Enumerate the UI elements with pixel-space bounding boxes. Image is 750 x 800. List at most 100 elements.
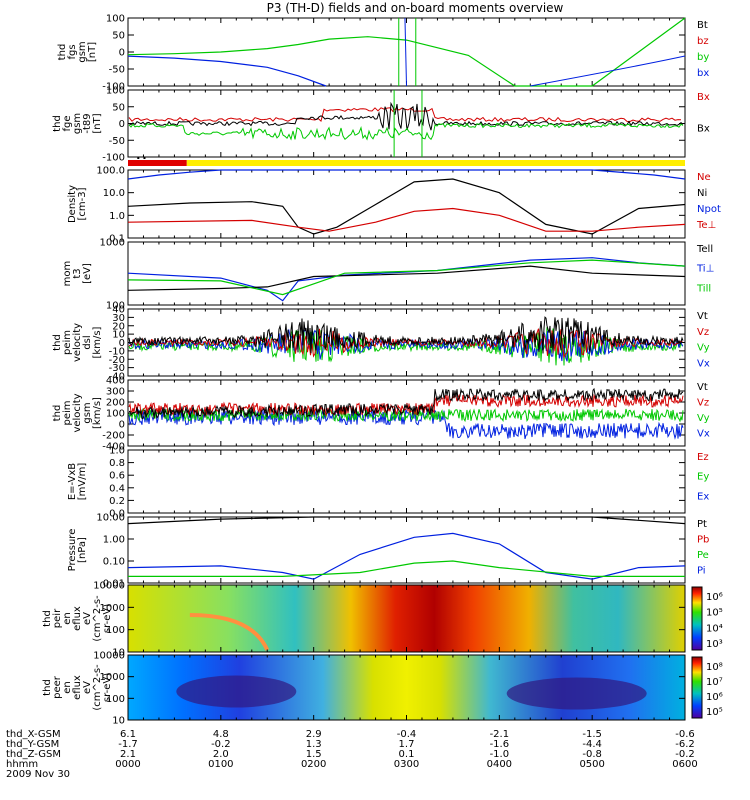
legend-entry: Ti⊥ [696,264,714,275]
footer-value: 0300 [394,759,419,770]
y-axis-label: mom [62,261,73,287]
series-line-by [127,17,686,87]
y-axis-label: [eV] [82,263,93,284]
y-tick-label: 100 [106,14,125,25]
legend-entry: Pe [697,550,709,561]
y-axis-label: eV [82,681,93,694]
mode-bar-segment [186,160,686,166]
spike-line [404,17,407,87]
y-tick-label: 100 [106,301,125,312]
footer-value: 2.1 [120,749,136,760]
legend-entry: Pi [697,566,706,577]
y-axis-label: en [62,681,73,694]
y-tick-label: 30 [112,313,125,324]
panel-frame-3 [127,169,686,239]
y-axis-label: -t89 [82,113,93,133]
y-tick-label: -100 [102,82,125,93]
mode-bar-marker [143,157,146,159]
footer-value: -0.8 [582,749,602,760]
footer-value: -1.5 [582,729,602,740]
y-tick-label: 20 [112,321,125,332]
spectrogram-image [128,585,685,652]
footer-value: -0.6 [675,729,695,740]
footer-row-label: hhmm [6,759,38,770]
legend-entry: Ni [697,188,707,199]
y-axis-label: thd [57,44,68,61]
y-tick-label: 0 [119,119,125,130]
y-axis-label: en [62,612,73,625]
y-axis-label: peer [52,675,63,699]
legend-entry: Vt [697,382,708,393]
legend-entry: Vy [697,413,710,424]
y-axis-label: thd [42,679,53,696]
y-axis-label: sr-eV) [102,604,113,633]
y-tick-label: 10 [112,330,125,341]
y-axis-label: fgs [67,44,78,59]
y-tick-label: 1000 [100,603,125,614]
series-line-Pe [128,560,685,578]
footer-value: 1.3 [306,739,322,750]
y-axis-label: velocity [72,393,83,432]
y-axis-label: t3 [72,268,83,278]
footer-value: -0.2 [211,739,231,750]
legend-entry: Bt [697,20,708,31]
colorbar-label: 10⁶ [706,592,723,603]
y-tick-label: 200 [106,398,125,409]
footer-row-label: thd_Y-GSM [6,739,59,750]
y-tick-label: 1000 [100,672,125,683]
footer-value: 0600 [672,759,697,770]
legend-entry: Bx [697,124,710,135]
y-tick-label: -30 [109,363,125,374]
y-tick-label: 0.1 [109,234,125,245]
footer-value: -0.2 [675,749,695,760]
y-tick-label: 0 [119,338,125,349]
colorbar-label: 10⁴ [706,623,723,634]
y-tick-label: 0.0 [109,509,125,520]
series-trace-vt [128,387,684,420]
footer-value: -4.4 [582,739,602,750]
series-trace-vy [128,327,684,366]
legend-entry: Npot [697,204,721,215]
series-line-Ni [127,178,686,235]
y-axis-label: peim [62,330,73,355]
footer-value: 0100 [208,759,233,770]
ephemeris-footer: thd_X-GSM 6.1 4.8 2.9 -0.4 -2.1 -1.5 -0.6 thd_Y-… [6,729,698,780]
y-axis-label: thd [52,405,63,422]
legend-entry: by [697,52,709,63]
colorbar-label: 10⁷ [706,677,723,688]
legend-entry: Pb [697,535,709,546]
y-axis-label: Pressure [67,529,78,572]
y-axis-label: (cm^2-s- [92,664,103,711]
y-tick-label: 10.00 [96,513,125,524]
series-line-Ne [127,207,686,232]
y-tick-label: 10.0 [103,188,125,199]
y-tick-label: 100 [106,86,125,97]
y-axis-label: [km/s] [92,326,103,358]
y-tick-label: 100 [106,409,125,420]
legend-entry: Te⊥ [696,220,716,231]
y-axis-label: dsl [82,335,93,349]
y-tick-label: 0.4 [109,483,125,494]
y-tick-label: 100 [106,625,125,636]
y-tick-label: -40 [109,372,125,383]
series-line-bx [127,55,327,87]
legend-entry: Pt [697,519,707,530]
legend-entry: Tell [696,244,713,255]
y-axis-label: Density [67,185,78,223]
footer-value: -6.2 [675,739,695,750]
footer-value: 0200 [301,759,326,770]
y-axis-label: velocity [72,323,83,362]
series-trace-green [128,122,684,141]
y-tick-label: 50 [112,31,125,42]
y-axis-label: E=-VxB [67,463,78,500]
y-tick-label: 100.0 [96,166,125,177]
y-tick-label: -200 [102,431,125,442]
y-tick-label: 1.00 [103,535,125,546]
figure-title: P3 (TH-D) fields and on-board moments ov… [267,1,564,15]
y-axis-label: eV [82,612,93,625]
series-line-Till [127,259,686,296]
legend-entry: Vx [697,358,710,369]
footer-value: 0.1 [399,749,415,760]
footer-value: 1.7 [399,739,415,750]
y-axis-label: [nT] [87,42,98,62]
